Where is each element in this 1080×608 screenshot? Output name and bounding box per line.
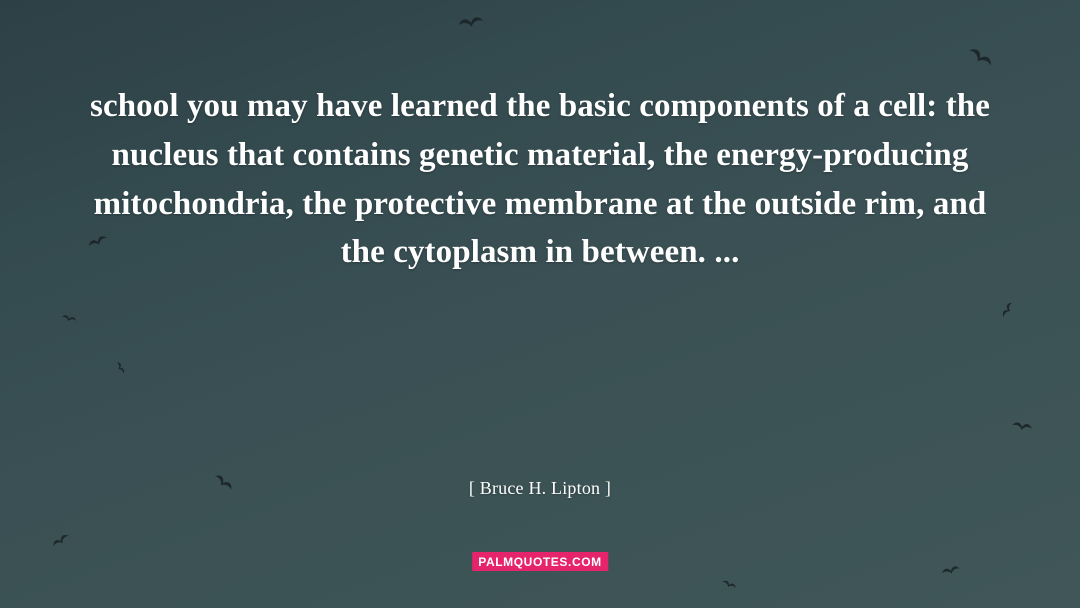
source-watermark: PALMQUOTES.COM — [472, 552, 608, 571]
author-text: [ Bruce H. Lipton ] — [469, 478, 611, 498]
bird-icon — [938, 558, 965, 585]
bird-icon — [994, 296, 1021, 323]
quote-card: school you may have learned the basic co… — [0, 0, 1080, 608]
bird-icon — [717, 573, 741, 597]
quote-text: school you may have learned the basic co… — [90, 82, 990, 277]
bird-icon — [1008, 413, 1036, 441]
bird-icon — [454, 6, 489, 41]
bird-icon — [46, 526, 77, 557]
author-block: [ Bruce H. Lipton ] — [469, 478, 611, 499]
bird-icon — [58, 308, 80, 330]
bird-icon — [109, 357, 131, 379]
bird-icon — [205, 465, 242, 502]
quote-block: school you may have learned the basic co… — [90, 82, 990, 277]
bird-icon — [958, 36, 1003, 81]
